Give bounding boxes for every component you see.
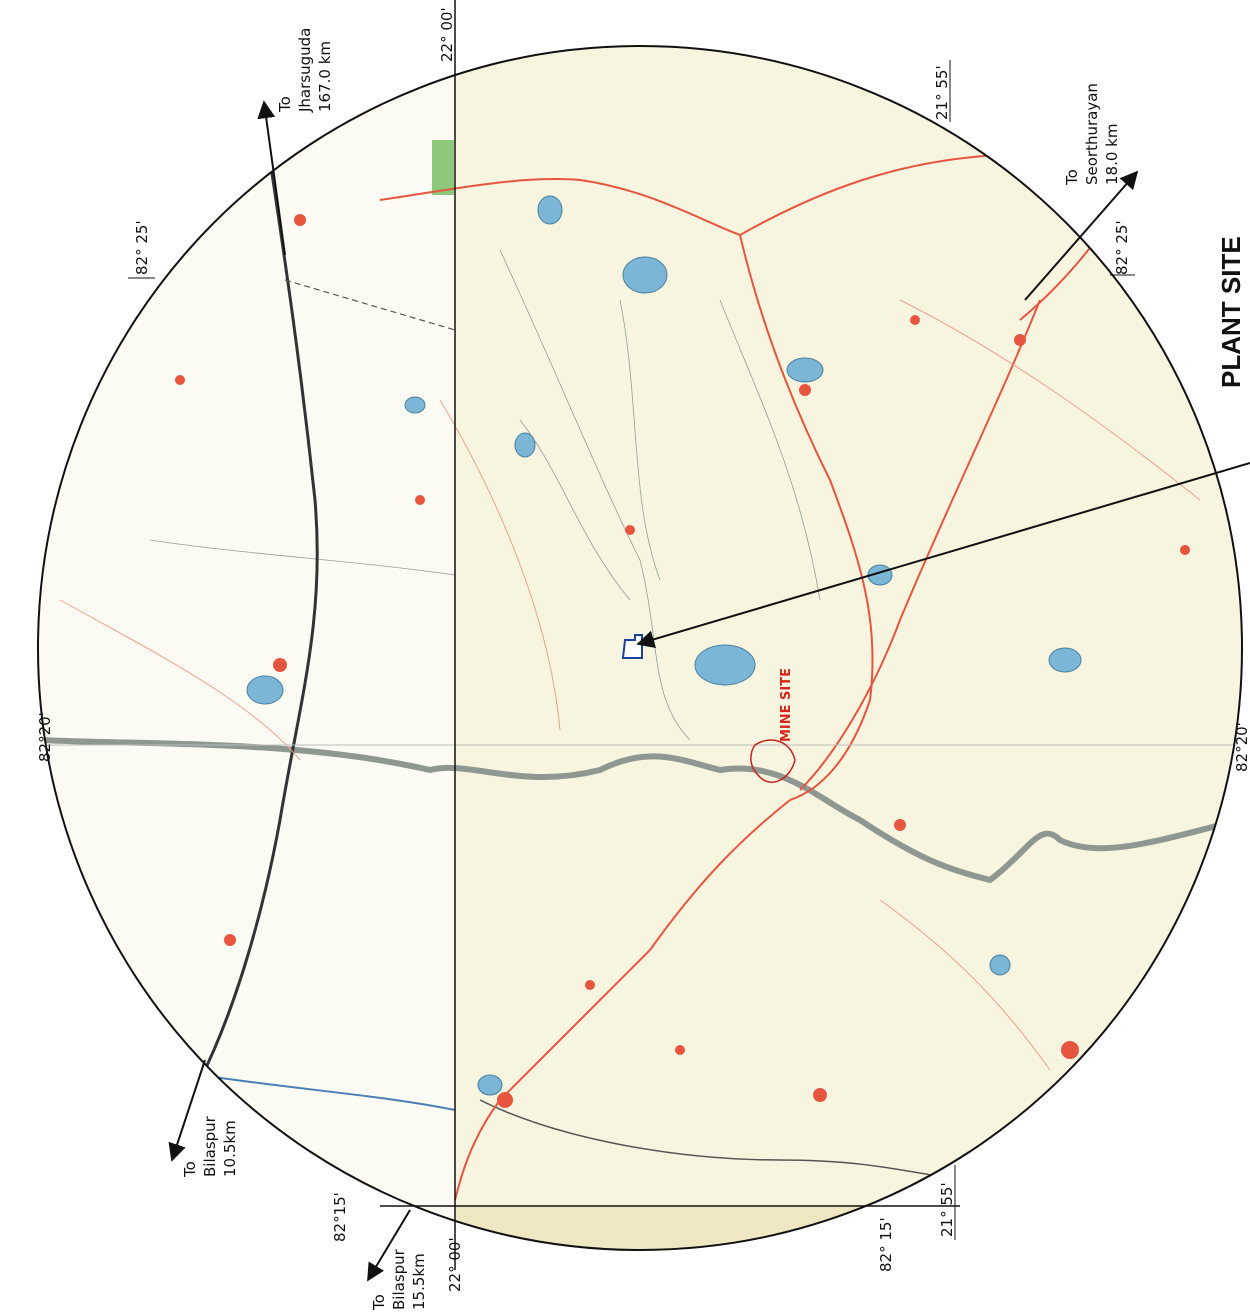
direction-line: Bilaspur <box>201 1115 219 1177</box>
coordinate-label: 82°15' <box>331 1192 349 1242</box>
coordinate-label: 82°20' <box>1233 722 1250 772</box>
coordinate-label: 82° 25' <box>133 220 151 275</box>
direction-line: To <box>276 96 294 113</box>
direction-line: To <box>181 1161 199 1178</box>
coordinate-label: 82° 15' <box>877 1217 895 1272</box>
coordinate-label: 82° 25' <box>1113 220 1131 275</box>
direction-line: Seorthurayan <box>1083 83 1101 185</box>
direction-line: 167.0 km <box>316 41 334 112</box>
direction-line: Bilaspur <box>390 1248 408 1310</box>
direction-line: 15.5km <box>410 1253 428 1310</box>
direction-line: To <box>1063 169 1081 186</box>
direction-line: Jharsuguda <box>296 28 314 113</box>
coordinate-label: 22° 00' <box>438 7 456 62</box>
direction-line: 18.0 km <box>1103 124 1121 185</box>
coordinate-label: 22° 00' <box>446 1237 464 1292</box>
coordinate-label: 21° 55' <box>933 65 951 120</box>
direction-line: 10.5km <box>221 1120 239 1177</box>
plant-site-label: PLANT SITE <box>1216 236 1246 388</box>
mine-site-label: MINE SITE <box>779 668 794 742</box>
map: PLANT SITE MINE SITE To Jharsuguda 167.0… <box>0 0 1250 1312</box>
coordinate-label: 82°20' <box>36 712 54 762</box>
direction-line: To <box>370 1294 388 1311</box>
coordinate-label: 21° 55' <box>938 1182 956 1237</box>
